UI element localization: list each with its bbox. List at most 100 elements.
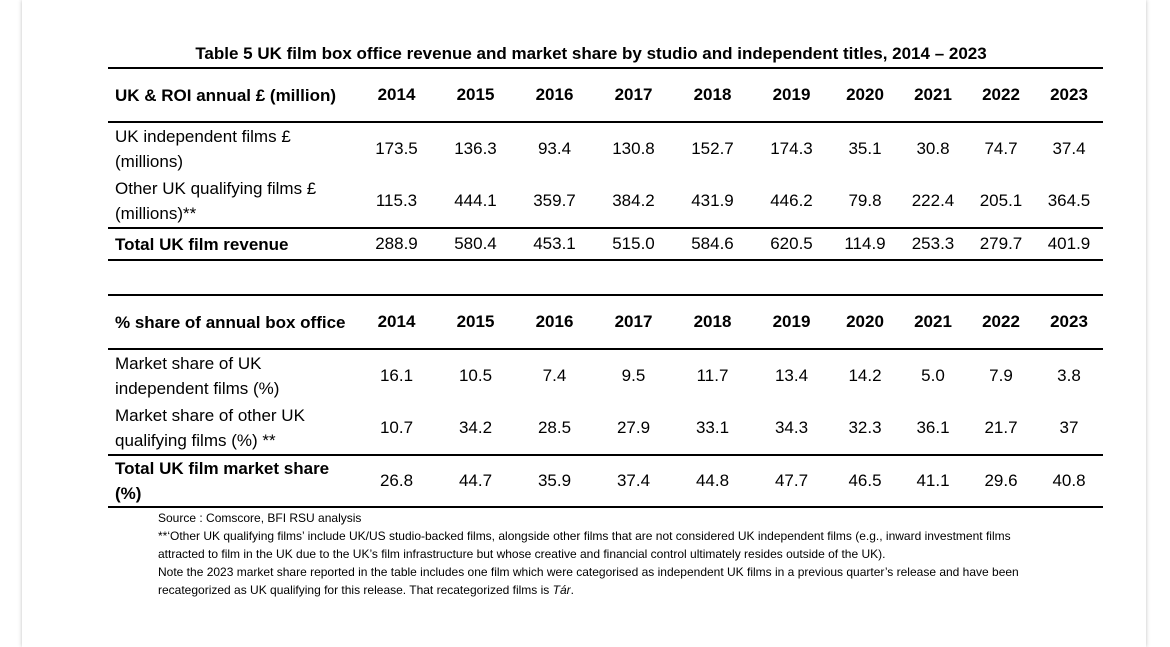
cell-value: 46.5 xyxy=(848,471,882,490)
cell-value: 364.5 xyxy=(1047,191,1091,210)
year-header: 2017 xyxy=(614,312,653,331)
footnote-qualifying: **‘Other UK qualifying films’ include UK… xyxy=(158,529,1011,561)
cell-value: 10.7 xyxy=(379,418,414,437)
cell-value: 174.3 xyxy=(770,139,813,158)
cell-value: 130.8 xyxy=(612,139,655,158)
footnote-2023: Note the 2023 market share reported in t… xyxy=(158,563,1028,599)
cell-value: 34.2 xyxy=(458,418,493,437)
cell-value: 33.1 xyxy=(695,418,730,437)
total-label: Total UK film market share (%) xyxy=(115,459,330,503)
year-header: 2022 xyxy=(982,312,1020,331)
cell-value: 401.9 xyxy=(1047,234,1091,253)
year-header: 2015 xyxy=(456,312,495,331)
cell-value: 253.3 xyxy=(911,234,955,253)
cell-value: 515.0 xyxy=(612,234,655,253)
revenue-header-row: UK & ROI annual £ (million) 2014 2015 20… xyxy=(108,68,1103,122)
year-header: 2021 xyxy=(914,85,952,104)
cell-value: 136.3 xyxy=(454,139,497,158)
cell-value: 115.3 xyxy=(375,191,418,210)
cell-value: 29.6 xyxy=(984,471,1018,490)
cell-value: 37 xyxy=(1059,418,1079,437)
row-label: Market share of other UK qualifying film… xyxy=(115,406,305,450)
cell-value: 30.8 xyxy=(916,139,950,158)
cell-value: 74.7 xyxy=(984,139,1018,158)
table-title: Table 5 UK film box office revenue and m… xyxy=(195,44,987,63)
cell-value: 173.5 xyxy=(375,139,418,158)
cell-value: 36.1 xyxy=(916,418,950,437)
cell-value: 384.2 xyxy=(612,191,655,210)
cell-value: 21.7 xyxy=(984,418,1018,437)
cell-value: 11.7 xyxy=(696,366,729,385)
year-header: 2014 xyxy=(377,312,416,331)
cell-value: 32.3 xyxy=(848,418,882,437)
cell-value: 446.2 xyxy=(770,191,813,210)
cell-value: 453.1 xyxy=(533,234,576,253)
row-label: Market share of UK independent films (%) xyxy=(115,354,280,398)
cell-value: 359.7 xyxy=(533,191,576,210)
year-header: 2018 xyxy=(693,312,732,331)
cell-value: 44.8 xyxy=(695,471,730,490)
share-table: % share of annual box office 2014 2015 2… xyxy=(108,294,1103,508)
table-row: Market share of UK independent films (%)… xyxy=(108,349,1103,402)
cell-value: 431.9 xyxy=(691,191,734,210)
cell-value: 444.1 xyxy=(454,191,497,210)
year-header: 2017 xyxy=(614,85,653,104)
cell-value: 14.2 xyxy=(848,366,882,385)
table-row: UK independent films £ (millions) 173.5 … xyxy=(108,122,1103,175)
year-header: 2016 xyxy=(535,312,574,331)
cell-value: 37.4 xyxy=(616,471,651,490)
cell-value: 41.1 xyxy=(916,471,950,490)
year-header: 2018 xyxy=(693,85,732,104)
year-header: 2021 xyxy=(914,312,952,331)
cell-value: 34.3 xyxy=(774,418,809,437)
cell-value: 288.9 xyxy=(375,234,418,253)
cell-value: 7.4 xyxy=(542,366,567,385)
share-header-row: % share of annual box office 2014 2015 2… xyxy=(108,295,1103,349)
cell-value: 3.8 xyxy=(1057,366,1081,385)
year-header: 2014 xyxy=(377,85,416,104)
cell-value: 114.9 xyxy=(844,234,886,253)
table-block: Table 5 UK film box office revenue and m… xyxy=(108,44,1103,599)
revenue-header-label: UK & ROI annual £ (million) xyxy=(115,85,337,105)
cell-value: 44.7 xyxy=(458,471,493,490)
footnote-2023-text: Note the 2023 market share reported in t… xyxy=(158,565,1019,597)
revenue-table: UK & ROI annual £ (million) 2014 2015 20… xyxy=(108,67,1103,261)
year-header: 2019 xyxy=(772,85,811,104)
cell-value: 79.8 xyxy=(848,191,882,210)
year-header: 2015 xyxy=(456,85,495,104)
document-page: Table 5 UK film box office revenue and m… xyxy=(22,0,1146,647)
cell-value: 620.5 xyxy=(770,234,813,253)
year-header: 2020 xyxy=(846,312,884,331)
cell-value: 205.1 xyxy=(979,191,1023,210)
row-label: UK independent films £ (millions) xyxy=(115,127,291,171)
cell-value: 93.4 xyxy=(537,139,572,158)
year-header: 2016 xyxy=(535,85,574,104)
cell-value: 47.7 xyxy=(774,471,809,490)
cell-value: 28.5 xyxy=(537,418,572,437)
table-row: Other UK qualifying films £ (millions)**… xyxy=(108,175,1103,228)
cell-value: 26.8 xyxy=(379,471,414,490)
year-header: 2019 xyxy=(772,312,811,331)
total-row: Total UK film market share (%) 26.8 44.7… xyxy=(108,455,1103,507)
cell-value: 580.4 xyxy=(454,234,497,253)
footnote-2023-end: . xyxy=(570,583,574,597)
cell-value: 7.9 xyxy=(989,366,1013,385)
cell-value: 5.0 xyxy=(921,366,945,385)
film-title: Tár xyxy=(552,583,571,597)
table-row: Market share of other UK qualifying film… xyxy=(108,402,1103,455)
table-notes: Source : Comscore, BFI RSU analysis **‘O… xyxy=(158,509,1028,599)
row-label: Other UK qualifying films £ (millions)** xyxy=(115,179,317,223)
share-header-label: % share of annual box office xyxy=(115,312,346,332)
cell-value: 222.4 xyxy=(911,191,955,210)
cell-value: 35.1 xyxy=(848,139,882,158)
total-label: Total UK film revenue xyxy=(115,234,289,254)
year-header: 2022 xyxy=(982,85,1020,104)
cell-value: 584.6 xyxy=(691,234,734,253)
source-note: Source : Comscore, BFI RSU analysis xyxy=(158,511,362,525)
cell-value: 40.8 xyxy=(1052,471,1086,490)
cell-value: 37.4 xyxy=(1052,139,1086,158)
year-header: 2023 xyxy=(1050,85,1088,104)
cell-value: 9.5 xyxy=(621,366,646,385)
year-header: 2023 xyxy=(1050,312,1088,331)
cell-value: 16.1 xyxy=(379,366,414,385)
